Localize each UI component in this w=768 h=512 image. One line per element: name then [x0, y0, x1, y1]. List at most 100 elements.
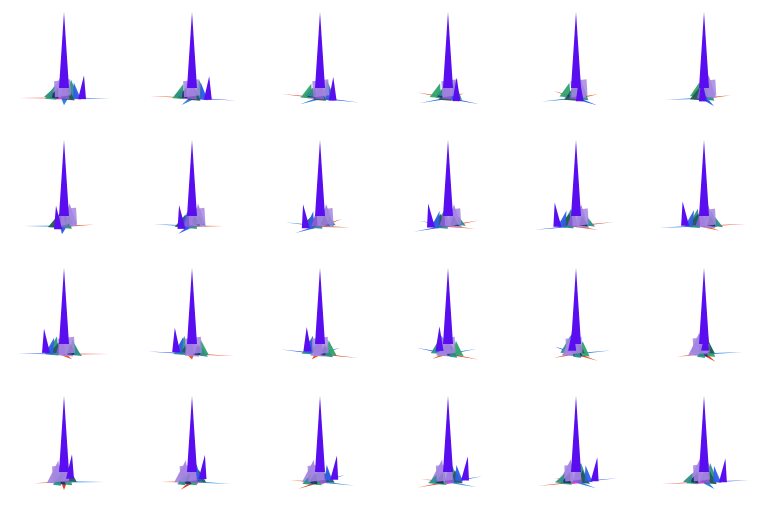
- sprite-frame: [640, 0, 768, 128]
- polygon-shard: [74, 345, 82, 357]
- ground-shard: [573, 482, 596, 489]
- polygon-shard: [428, 473, 438, 485]
- sprite-frame-canvas: [416, 396, 482, 488]
- side-spike: [718, 458, 727, 483]
- polygon-shard: [324, 464, 333, 482]
- sprite-frame: [384, 384, 512, 512]
- sprite-frame: [256, 256, 384, 384]
- sprite-frame-canvas: [414, 140, 480, 232]
- sprite-frame: [256, 128, 384, 256]
- polygon-shard: [199, 346, 208, 357]
- sprite-frame: [640, 256, 768, 384]
- polygon-shard: [587, 216, 595, 227]
- sprite-frame-canvas: [148, 268, 235, 360]
- central-spike: [187, 268, 197, 344]
- sprite-frame: [0, 0, 128, 128]
- sprite-frame: [512, 0, 640, 128]
- side-spike: [303, 327, 312, 352]
- side-spike: [328, 77, 337, 101]
- sprite-frame-canvas: [290, 396, 355, 489]
- sprite-frame-canvas: [161, 396, 231, 490]
- sprite-frame: [128, 128, 256, 256]
- sprite-frame-canvas: [416, 268, 480, 360]
- sprite-frame-canvas: [554, 268, 611, 361]
- ground-shard: [178, 226, 195, 234]
- polygon-shard: [683, 472, 693, 483]
- central-spike: [187, 140, 197, 216]
- central-spike: [699, 140, 709, 216]
- side-spike: [203, 76, 212, 100]
- central-spike: [699, 268, 709, 344]
- central-spike: [59, 140, 69, 216]
- side-spike: [452, 77, 461, 102]
- sprite-frame-canvas: [281, 12, 359, 105]
- sprite-frame-canvas: [285, 140, 350, 233]
- central-spike: [59, 268, 69, 344]
- polygon-shard: [713, 465, 722, 483]
- polygon-shard: [584, 465, 593, 483]
- polygon-shard: [559, 82, 571, 98]
- ground-shard: [318, 481, 355, 486]
- ground-shard: [701, 482, 715, 489]
- polygon-shard: [715, 217, 723, 228]
- side-spike: [66, 454, 74, 479]
- side-spike: [330, 455, 339, 480]
- side-spike: [172, 327, 181, 353]
- sprite-frame-canvas: [537, 396, 617, 489]
- sprite-frame: [384, 256, 512, 384]
- sprite-frame-canvas: [20, 12, 110, 106]
- side-spike: [553, 202, 562, 227]
- sprite-frame-canvas: [665, 12, 731, 107]
- side-spike: [575, 77, 584, 102]
- side-spike: [54, 205, 62, 230]
- central-spike: [443, 268, 453, 344]
- side-spike: [461, 456, 469, 481]
- sprite-frame: [128, 384, 256, 512]
- central-spike: [571, 12, 581, 88]
- central-spike: [443, 140, 453, 216]
- sprite-frame-canvas: [153, 140, 223, 234]
- sprite-frame-canvas: [535, 140, 615, 230]
- sprite-frame: [256, 384, 384, 512]
- side-spike: [590, 457, 599, 482]
- central-spike: [315, 12, 325, 88]
- central-spike: [571, 268, 581, 344]
- side-spike: [681, 201, 690, 226]
- ground-shard: [665, 97, 704, 100]
- sprite-frame-canvas: [659, 140, 747, 231]
- ground-shard: [445, 481, 477, 488]
- sprite-frame: [512, 128, 640, 256]
- sprite-frame-canvas: [541, 12, 598, 106]
- sprite-frame-canvas: [18, 268, 108, 360]
- central-spike: [187, 396, 197, 472]
- polygon-shard: [44, 88, 54, 98]
- ground-shard: [61, 98, 68, 106]
- sprite-frame: [384, 0, 512, 128]
- ground-shard: [191, 481, 231, 484]
- central-spike: [699, 12, 709, 88]
- side-spike: [78, 75, 86, 100]
- central-spike: [59, 12, 69, 88]
- sprite-frame: [128, 0, 256, 128]
- central-spike: [315, 140, 325, 216]
- polygon-shard: [305, 87, 313, 97]
- central-spike: [315, 396, 325, 472]
- central-spike: [59, 396, 69, 472]
- central-spike: [187, 12, 197, 88]
- sprite-frame: [512, 384, 640, 512]
- sprite-frame-canvas: [677, 268, 743, 362]
- central-spike: [699, 396, 709, 472]
- central-spike: [443, 12, 453, 88]
- sprite-frame: [640, 128, 768, 256]
- sprite-frame: [256, 0, 384, 128]
- sprite-frame-canvas: [416, 12, 480, 105]
- sprite-frame: [128, 256, 256, 384]
- side-spike: [198, 454, 207, 480]
- side-spike: [177, 205, 186, 229]
- side-spike: [301, 204, 310, 229]
- sprite-frame: [0, 384, 128, 512]
- central-spike: [571, 140, 581, 216]
- sprite-frame-canvas: [149, 12, 236, 105]
- central-spike: [315, 268, 325, 344]
